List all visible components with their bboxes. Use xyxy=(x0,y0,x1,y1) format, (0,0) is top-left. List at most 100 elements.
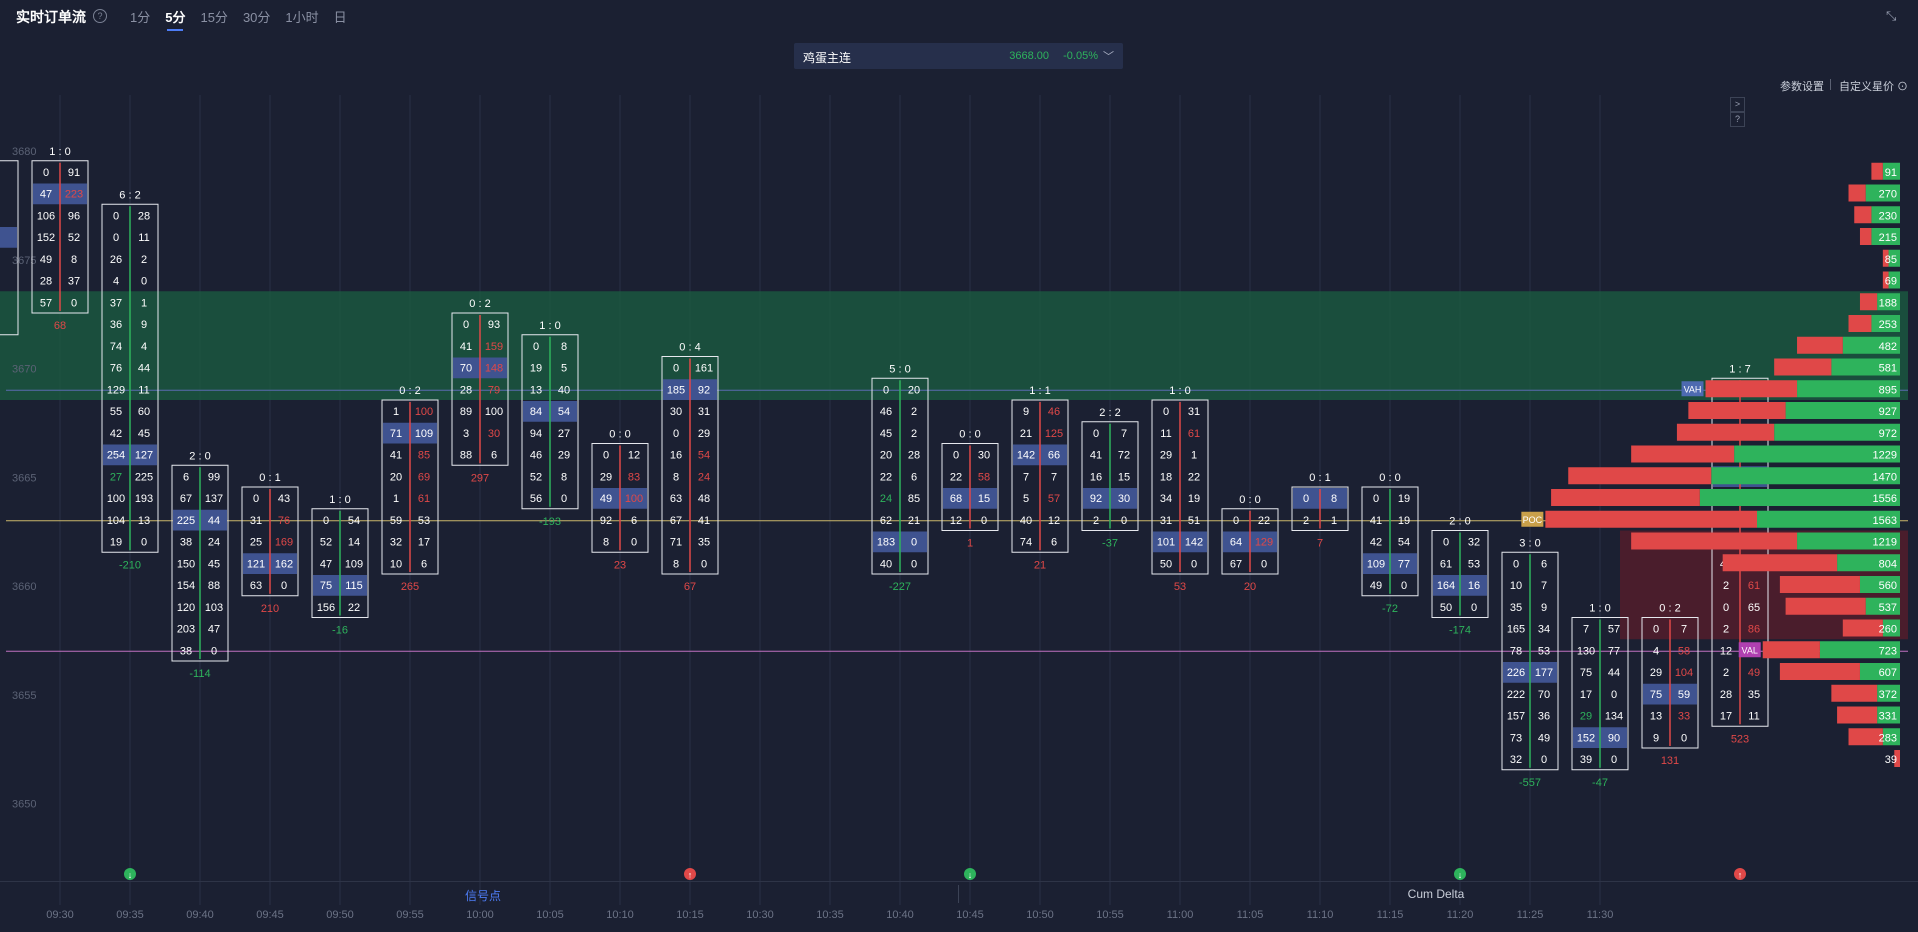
tab-1min[interactable]: 1分 xyxy=(130,10,151,25)
cell-ask: 47 xyxy=(208,624,220,636)
cell-bid: 49 xyxy=(600,493,612,505)
tab-5min[interactable]: 5分 xyxy=(165,7,185,31)
cell-ask: 54 xyxy=(1398,537,1410,549)
custom-price-button[interactable]: 自定义星价 ⊙ xyxy=(1839,81,1909,93)
tab-30min[interactable]: 30分 xyxy=(242,10,271,25)
cell-ask: 44 xyxy=(1608,667,1620,679)
cell-ask: 49 xyxy=(1538,732,1550,744)
cell-ask: 93 xyxy=(488,319,500,331)
cell-bid: 28 xyxy=(40,276,52,288)
cell-ask: 29 xyxy=(558,450,570,462)
profile-total: 230 xyxy=(1879,210,1897,222)
candle-box xyxy=(311,508,369,618)
cell-bid: 29 xyxy=(600,471,612,483)
settings-button[interactable]: 参数设置 xyxy=(1780,81,1824,93)
contract-selector[interactable]: 鸡蛋主连 3668.00 -0.05% ﹀ xyxy=(794,43,1123,69)
x-tick-label: 11:30 xyxy=(1587,909,1614,921)
tab-1hour[interactable]: 1小时 xyxy=(285,10,319,25)
cell-bid: 45 xyxy=(880,428,892,440)
collapse-arrows-icon[interactable]: ⤡ xyxy=(1886,8,1897,23)
cell-bid: 49 xyxy=(1370,580,1382,592)
cell-bid: 57 xyxy=(40,297,52,309)
profile-buy-bar xyxy=(1699,489,1900,506)
cell-bid: 17 xyxy=(1580,689,1592,701)
cell-bid: 39 xyxy=(1580,754,1592,766)
expand-button[interactable]: > xyxy=(1730,97,1745,112)
cell-ask: 19 xyxy=(1398,515,1410,527)
tab-cum-delta[interactable]: Cum Delta xyxy=(1407,887,1465,901)
cell-bid: 67 xyxy=(1230,558,1242,570)
tab-15min[interactable]: 15分 xyxy=(200,10,228,25)
cell-ask: 7 xyxy=(1541,580,1547,592)
cell-ask: 52 xyxy=(68,232,80,244)
cell-ask: 54 xyxy=(698,450,710,462)
cell-bid: 2 xyxy=(1303,515,1309,527)
candle-box xyxy=(1711,377,1769,727)
profile-buy-bar xyxy=(1882,728,1900,746)
candle-ratio: 1 : 0 xyxy=(539,320,560,332)
profile-sell-bar xyxy=(1762,641,1820,659)
cell-ask: 58 xyxy=(978,471,990,483)
cell-ask: 31 xyxy=(698,406,710,418)
candle-delta: 131 xyxy=(1661,755,1679,767)
profile-buy-bar xyxy=(1859,576,1900,593)
cell-ask: 49 xyxy=(1748,667,1760,679)
cell-ask: 0 xyxy=(1471,602,1477,614)
cell-ask: 8 xyxy=(561,471,567,483)
x-tick-label: 09:40 xyxy=(186,909,214,921)
cell-bid: 42 xyxy=(1370,537,1382,549)
cell-bid: 0 xyxy=(1373,493,1379,505)
cell-ask: 0 xyxy=(631,537,637,549)
question-circle-icon[interactable]: ? xyxy=(93,9,107,23)
candle-box xyxy=(381,399,439,575)
profile-sell-bar xyxy=(1568,467,1712,485)
cell-bid: 17 xyxy=(1720,711,1732,723)
cell-bid: 2 xyxy=(1723,667,1729,679)
candle-delta: -72 xyxy=(1382,603,1398,615)
cell-bid: 31 xyxy=(250,515,262,527)
cell-bid: 104 xyxy=(107,515,125,527)
tab-day[interactable]: 日 xyxy=(333,10,347,25)
help-button[interactable]: ? xyxy=(1730,112,1745,127)
cell-ask: 0 xyxy=(1401,580,1407,592)
candle-box xyxy=(521,334,579,510)
cell-ask: 44 xyxy=(138,363,150,375)
profile-total: 581 xyxy=(1879,363,1897,375)
candle-delta: -174 xyxy=(1449,625,1471,637)
candle-ratio: 5 : 0 xyxy=(889,363,910,375)
cell-ask: 58 xyxy=(1678,645,1690,657)
cell-bid: 18 xyxy=(1160,471,1172,483)
cell-bid: 183 xyxy=(877,537,895,549)
cell-ask: 66 xyxy=(1048,450,1060,462)
cell-ask: 6 xyxy=(491,450,497,462)
cell-bid: 7 xyxy=(1023,471,1029,483)
cell-bid: 29 xyxy=(1580,711,1592,723)
cell-ask: 134 xyxy=(1605,711,1623,723)
cell-ask: 142 xyxy=(1185,537,1203,549)
cell-ask: 22 xyxy=(1188,471,1200,483)
profile-total: 188 xyxy=(1879,297,1897,309)
candle-ratio: 1 : 0 xyxy=(1589,603,1610,615)
cell-ask: 109 xyxy=(345,558,363,570)
cell-bid: 89 xyxy=(460,406,472,418)
cell-bid: 0 xyxy=(253,493,259,505)
x-tick-label: 10:55 xyxy=(1096,909,1124,921)
profile-buy-bar xyxy=(1888,249,1900,267)
cell-ask: 6 xyxy=(421,558,427,570)
cell-bid: 225 xyxy=(177,515,195,527)
cell-ask: 5 xyxy=(561,363,567,375)
cell-bid: 129 xyxy=(107,384,125,396)
tab-signals[interactable]: 信号点 xyxy=(464,889,502,903)
cell-bid: 0 xyxy=(1723,602,1729,614)
cell-ask: 88 xyxy=(208,580,220,592)
cell-bid: 71 xyxy=(670,537,682,549)
cell-bid: 20 xyxy=(390,471,402,483)
signal-marker xyxy=(124,868,136,880)
cell-ask: 2 xyxy=(911,428,917,440)
cell-ask: 86 xyxy=(1748,624,1760,636)
signal-marker xyxy=(684,868,696,880)
cell-bid: 0 xyxy=(533,341,539,353)
cell-ask: 6 xyxy=(1541,558,1547,570)
candle-box xyxy=(871,377,929,575)
